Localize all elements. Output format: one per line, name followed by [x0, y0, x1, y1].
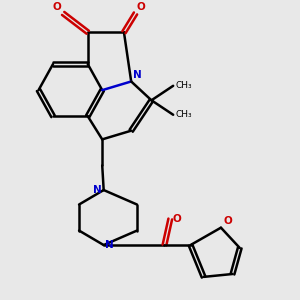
Text: N: N	[133, 70, 142, 80]
Text: N: N	[93, 185, 101, 195]
Text: N: N	[105, 240, 114, 250]
Text: O: O	[137, 2, 146, 12]
Text: O: O	[223, 216, 232, 226]
Text: CH₃: CH₃	[176, 110, 192, 119]
Text: CH₃: CH₃	[176, 81, 192, 90]
Text: O: O	[53, 2, 62, 12]
Text: O: O	[172, 214, 181, 224]
